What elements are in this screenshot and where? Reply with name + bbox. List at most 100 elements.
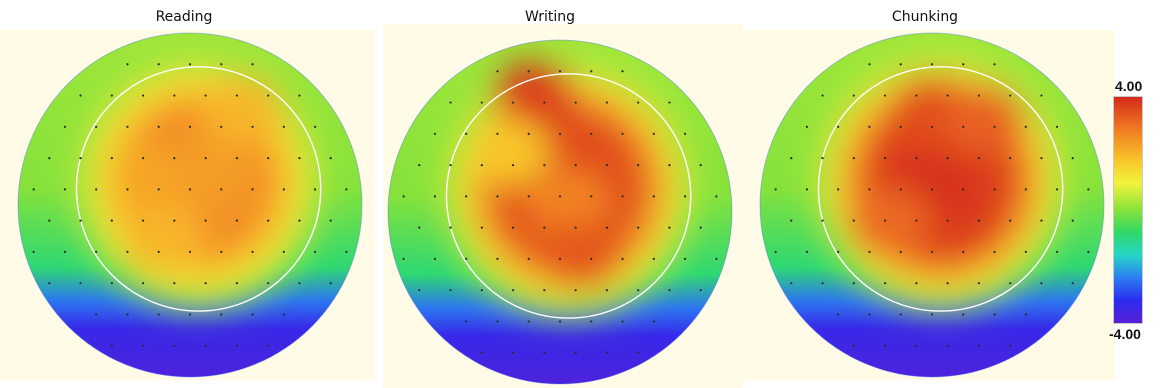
electrode-dot [993, 125, 996, 128]
electrode-dot [543, 351, 546, 354]
electrode-dot [95, 250, 98, 254]
electrode-dot [496, 70, 499, 73]
electrode-dot [173, 94, 176, 97]
electrode-dot [868, 188, 871, 191]
electrode-dot [1009, 94, 1012, 97]
activation-blob-1 [169, 139, 252, 209]
electrode-dot [805, 188, 809, 191]
electrode-dot [543, 163, 546, 167]
electrode-dot [805, 250, 809, 254]
electrode-dot [204, 282, 207, 285]
electrode-dot [95, 313, 98, 316]
electrode-dot [977, 94, 981, 97]
electrode-dot [883, 219, 887, 222]
electrode-dot [402, 195, 405, 198]
electrode-dot [313, 250, 317, 254]
electrode-dot [141, 282, 145, 285]
electrode-dot [480, 289, 483, 292]
electrode-dot [899, 250, 902, 254]
electrode-dot [574, 101, 577, 104]
electrode-dot [915, 94, 918, 97]
electrode-dot [1040, 94, 1043, 97]
electrode-dot [527, 320, 530, 323]
electrode-dot [637, 351, 640, 354]
electrode-dot [1009, 219, 1012, 222]
electrode-dot [715, 257, 718, 261]
electrode-dot [1024, 250, 1027, 254]
electrode-dot [699, 226, 702, 229]
electrode-dot [220, 313, 223, 316]
electrode-dot [868, 250, 871, 254]
electrode-dot [993, 313, 996, 316]
electrode-dot [480, 226, 483, 229]
electrode-dot [637, 163, 640, 167]
electrode-dot [157, 313, 160, 316]
electrode-dot [267, 94, 270, 97]
activation-blob-3 [847, 187, 931, 257]
activation-blob-2 [539, 220, 622, 290]
electrode-dot [235, 219, 239, 222]
electrode-dot [668, 163, 671, 167]
electrode-dot [899, 313, 902, 316]
electrode-dot [637, 289, 640, 292]
electrode-dot [465, 195, 468, 198]
electrode-dot [480, 163, 483, 167]
activation-blob-2 [942, 84, 1025, 154]
electrode-dot [993, 188, 996, 191]
electrode-dot [433, 257, 437, 261]
electrode-dot [126, 313, 129, 316]
electrode-dot [837, 250, 840, 254]
electrode-dot [590, 257, 593, 261]
electrode-dot [868, 63, 871, 66]
electrode-dot [915, 282, 918, 285]
electrode-dot [220, 188, 223, 191]
electrode-dot [1024, 188, 1027, 191]
electrode-dot [930, 188, 934, 191]
electrode-dot [298, 282, 301, 285]
electrode-dot [282, 250, 285, 254]
electrode-dot [930, 313, 934, 316]
electrode-dot [683, 257, 687, 261]
electrode-dot [480, 101, 483, 104]
electrode-dot [899, 125, 902, 128]
electrode-dot [204, 219, 207, 222]
electrode-dot [329, 282, 332, 285]
electrode-dot [496, 195, 499, 198]
electrode-dot [173, 344, 176, 347]
electrode-dot [418, 226, 421, 229]
electrode-dot [449, 289, 452, 292]
electrode-dot [511, 351, 515, 354]
electrode-dot [157, 63, 160, 66]
electrode-dot [418, 163, 421, 167]
electrode-dot [790, 219, 793, 222]
electrode-dot [715, 195, 718, 198]
electrode-dot [511, 289, 515, 292]
electrode-dot [962, 63, 965, 66]
electrode-dot [511, 163, 515, 167]
electrode-dot [790, 282, 793, 285]
electrode-dot [282, 313, 285, 316]
electrode-dot [141, 344, 145, 347]
electrode-dot [251, 63, 254, 66]
electrode-dot [267, 282, 270, 285]
electrode-dot [977, 344, 981, 347]
electrode-dot [110, 219, 113, 222]
electrode-dot [621, 320, 624, 323]
electrode-dot [433, 195, 437, 198]
electrode-dot [188, 125, 192, 128]
electrode-dot [915, 219, 918, 222]
electrode-dot [480, 351, 483, 354]
electrode-dot [527, 257, 530, 261]
activation-blob-1 [527, 169, 610, 238]
electrode-dot [543, 101, 546, 104]
electrode-dot [637, 226, 640, 229]
electrode-dot [821, 94, 824, 97]
electrode-dot [188, 188, 192, 191]
scalp-outline [387, 39, 733, 385]
electrode-dot [883, 156, 887, 160]
electrode-dot [993, 250, 996, 254]
electrode-dot [32, 188, 35, 191]
electrode-dot [1087, 250, 1090, 254]
electrode-dot [449, 101, 452, 104]
electrode-dot [977, 219, 981, 222]
